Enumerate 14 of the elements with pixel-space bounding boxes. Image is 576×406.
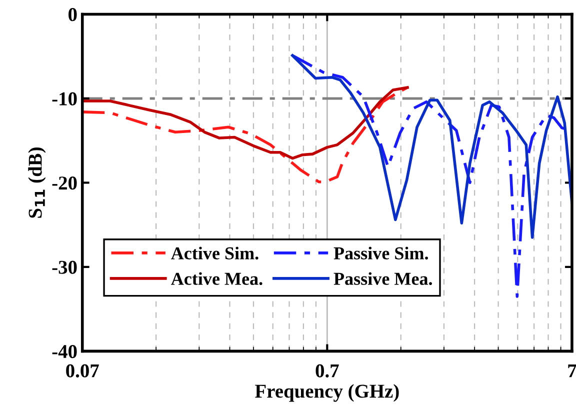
x-tick-label: 0.7	[316, 364, 339, 378]
y-tick-label: -40	[52, 345, 77, 358]
x-tick-label: 7	[568, 364, 576, 378]
x-axis-title: Frequency (GHz)	[255, 384, 399, 402]
y-axis-title: S$_{11}$ (dB)	[28, 148, 46, 218]
legend-label: Active Sim.	[171, 246, 258, 260]
y-tick-label: -10	[52, 92, 77, 106]
legend-label: Passive Sim.	[334, 246, 428, 260]
x-tick-label: 0.07	[66, 364, 99, 378]
legend-label: Active Mea.	[171, 272, 262, 286]
legend-label: Passive Mea.	[334, 272, 432, 286]
y-tick-label: -30	[52, 260, 77, 274]
y-tick-label: -20	[52, 176, 77, 190]
y-tick-label: 0	[68, 8, 77, 22]
